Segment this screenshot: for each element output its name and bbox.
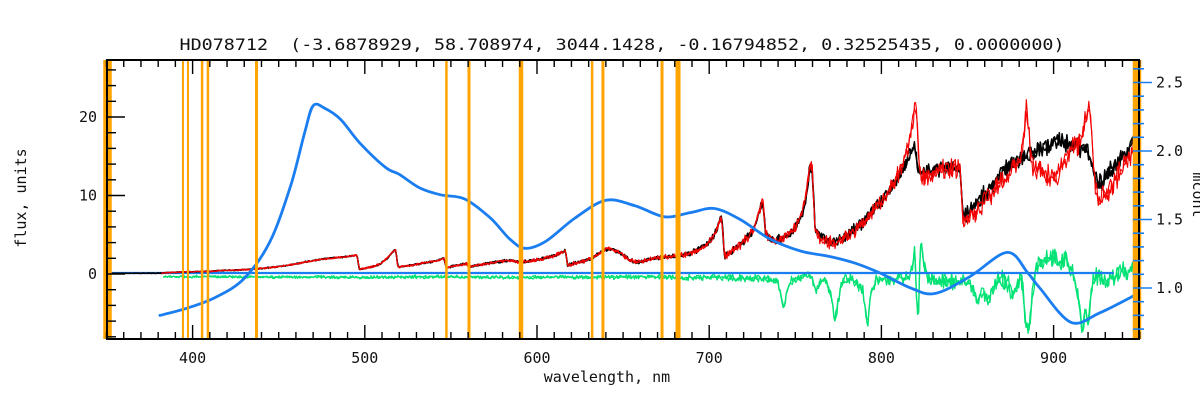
y-axis-right-label: mcont <box>1189 172 1200 217</box>
x-tick-label-500: 500 <box>351 349 378 367</box>
x-tick-label-400: 400 <box>179 349 206 367</box>
axes-layer: 400 500 600 700 800 900 0 10 20 1.0 1.5 2.0 2.5 <box>79 59 1183 367</box>
y-left-tick-label-0: 0 <box>88 265 97 283</box>
residuals-series <box>163 242 1137 334</box>
x-tick-label-700: 700 <box>696 349 723 367</box>
x-tick-label-900: 900 <box>1040 349 1067 367</box>
series-layer <box>107 99 1139 334</box>
y-left-tick-label-20: 20 <box>79 108 97 126</box>
y-right-tick-label-2: 2.0 <box>1156 142 1183 160</box>
y-right-tick-label-1.5: 1.5 <box>1156 211 1183 229</box>
x-axis-label: wavelength, nm <box>544 368 670 386</box>
x-tick-label-800: 800 <box>868 349 895 367</box>
x-tick-label-600: 600 <box>523 349 550 367</box>
y-axis-left-label: flux, units <box>12 148 30 247</box>
continuum-mcont-series <box>158 102 1139 325</box>
fitted-spectrum-series <box>161 99 1137 275</box>
y-right-tick-label-1: 1.0 <box>1156 279 1183 297</box>
y-right-tick-label-2.5: 2.5 <box>1156 74 1183 92</box>
plot-title: HD078712 (-3.6878929, 58.708974, 3044.14… <box>180 35 1065 54</box>
y-left-tick-label-10: 10 <box>79 187 97 205</box>
